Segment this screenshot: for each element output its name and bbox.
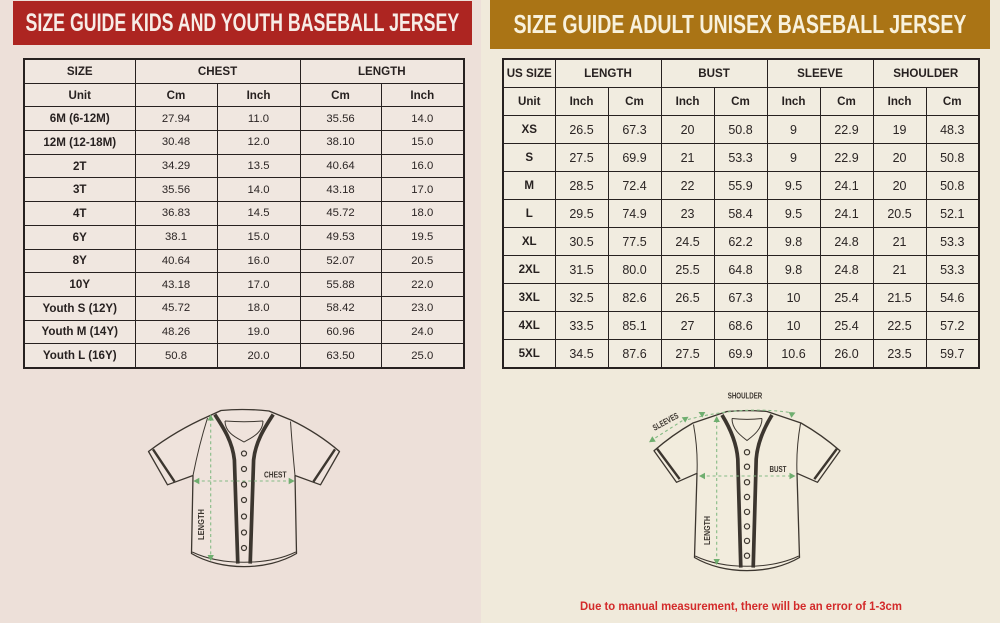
svg-text:LENGTH: LENGTH (196, 509, 206, 540)
svg-text:LENGTH: LENGTH (702, 516, 712, 545)
svg-text:SHOULDER: SHOULDER (727, 391, 762, 401)
svg-text:BUST: BUST (769, 464, 787, 474)
svg-text:CHEST: CHEST (264, 470, 287, 480)
svg-text:SLEEVES: SLEEVES (650, 410, 680, 432)
